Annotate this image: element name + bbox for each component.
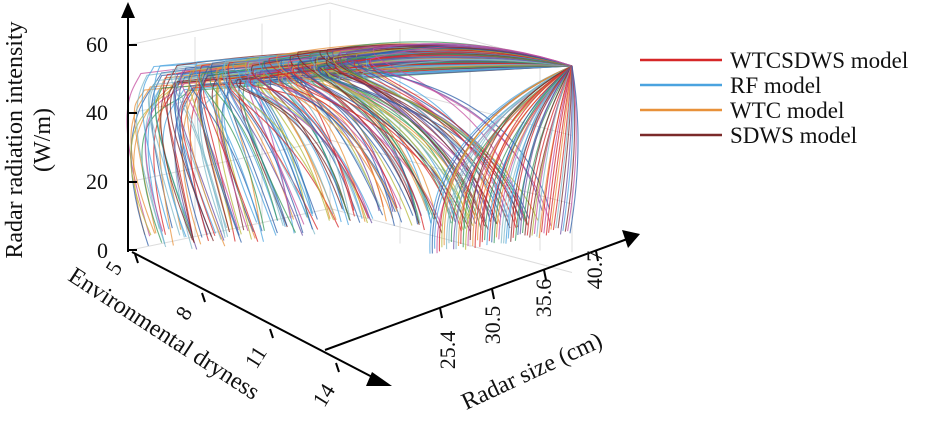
curve	[567, 65, 577, 232]
curve	[372, 43, 573, 212]
legend-label: WTCSDWS model	[730, 48, 908, 73]
y-tick-labels: 25.4 30.5 35.6 40.7	[435, 251, 607, 370]
x-axis-arrow	[366, 372, 392, 386]
y-axis-line	[324, 237, 631, 351]
curve	[277, 65, 573, 219]
z-axis-arrow	[121, 2, 135, 18]
legend-label: RF model	[730, 73, 821, 98]
curve	[526, 65, 573, 236]
y-tick-label: 35.6	[531, 279, 556, 318]
grid-line	[127, 2, 331, 46]
z-axis-label-line1: Radar radiation intensity	[2, 21, 28, 258]
axes	[121, 2, 640, 386]
x-tick-label: 8	[170, 302, 197, 325]
curve	[325, 46, 573, 229]
curve	[369, 46, 573, 227]
curve	[548, 65, 573, 233]
legend: WTCSDWS model RF model WTC model SDWS mo…	[640, 48, 908, 148]
curve	[514, 65, 573, 241]
x-tick	[269, 328, 274, 339]
z-tick-label: 0	[97, 238, 108, 263]
curve	[174, 65, 573, 250]
curve	[519, 65, 573, 235]
curve	[557, 65, 573, 229]
legend-label: WTC model	[730, 98, 844, 123]
curve	[524, 65, 573, 236]
curve	[493, 65, 573, 244]
curve	[311, 61, 573, 224]
curve	[545, 65, 573, 236]
curve	[550, 65, 573, 230]
y-tick-label: 40.7	[582, 251, 607, 290]
curve	[474, 65, 573, 249]
x-tick	[335, 362, 340, 373]
curve	[510, 65, 573, 242]
x-tick-label: 5	[100, 257, 127, 280]
z-tick-label: 60	[86, 32, 108, 57]
curve	[540, 65, 573, 233]
y-tick	[439, 307, 443, 319]
x-tick	[134, 253, 139, 264]
x-tick-label: 14	[307, 379, 340, 411]
y-tick	[491, 288, 495, 300]
curve	[555, 65, 573, 229]
curve	[512, 65, 573, 238]
y-tick-label: 25.4	[435, 331, 460, 370]
curve	[443, 65, 573, 246]
curve	[245, 65, 573, 223]
z-axis-label-line2: (W/m)	[30, 108, 56, 172]
x-tick-labels: 5 8 11 14	[100, 257, 340, 411]
curve	[564, 65, 576, 232]
curve	[286, 63, 573, 232]
x-axis-line	[131, 251, 379, 381]
curve	[569, 65, 579, 234]
z-tick-label: 40	[86, 100, 108, 125]
x-axis-label: Environmental dryness	[64, 263, 264, 406]
curve	[559, 65, 573, 235]
curve	[536, 65, 573, 237]
y-tick	[595, 250, 599, 262]
y-axis-arrow	[622, 230, 640, 248]
curve	[491, 65, 573, 243]
curve	[481, 65, 573, 243]
y-tick-label: 30.5	[480, 306, 505, 345]
x-tick	[201, 292, 206, 303]
curve	[455, 65, 573, 250]
z-tick-labels: 60 40 20 0	[86, 32, 108, 263]
z-axis-label: Radar radiation intensity (W/m)	[2, 21, 56, 258]
curves	[126, 41, 579, 254]
x-tick-label: 11	[239, 341, 271, 372]
y-tick	[543, 269, 547, 281]
z-tick-label: 20	[86, 169, 108, 194]
curve	[338, 58, 573, 224]
curve	[469, 65, 573, 241]
grid	[127, 2, 573, 273]
legend-label: SDWS model	[730, 123, 857, 148]
